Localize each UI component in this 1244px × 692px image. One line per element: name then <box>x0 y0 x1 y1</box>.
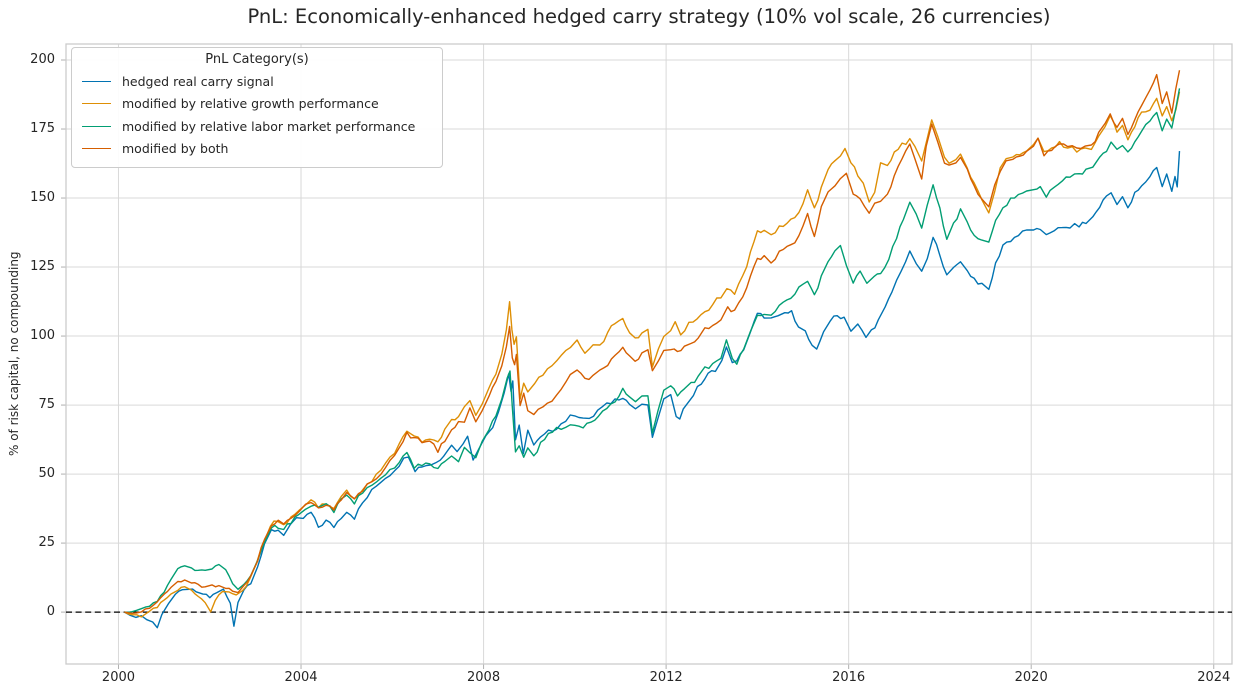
y-tick-label: 50 <box>38 466 55 482</box>
legend-label: modified by relative growth performance <box>122 96 379 112</box>
legend: PnL Category(s) hedged real carry signal… <box>71 47 443 168</box>
legend-item: hedged real carry signal <box>82 70 432 93</box>
x-tick-label: 2004 <box>284 670 318 685</box>
x-tick-label: 2012 <box>649 670 683 685</box>
legend-swatch-hedged-real-carry-signal <box>82 80 111 82</box>
y-tick-label: 25 <box>38 535 55 551</box>
legend-swatch-modified-by-relative-growth-performance <box>82 103 111 105</box>
legend-swatch-modified-by-both <box>82 148 111 150</box>
y-tick-label: 100 <box>30 328 55 344</box>
legend-label: modified by both <box>122 141 229 157</box>
y-tick-label: 175 <box>30 121 55 137</box>
x-tick-label: 2000 <box>101 670 136 685</box>
y-tick-label: 150 <box>30 190 55 206</box>
series-line-modified-by-relative-labor-market-performance <box>124 88 1181 613</box>
legend-swatch-modified-by-relative-labor-market-performance <box>82 125 111 127</box>
plot-border <box>65 43 1233 665</box>
legend-item: modified by relative growth performance <box>82 93 432 116</box>
legend-label: hedged real carry signal <box>122 73 274 89</box>
legend-item: modified by both <box>82 138 432 161</box>
x-tick-label: 2008 <box>467 670 501 685</box>
x-tick-label: 2024 <box>1197 670 1231 685</box>
legend-title: PnL Category(s) <box>205 52 309 67</box>
series-line-hedged-real-carry-signal <box>124 151 1181 629</box>
x-tick-label: 2016 <box>832 670 866 685</box>
series-line-modified-by-both <box>124 70 1181 614</box>
y-tick-label: 0 <box>46 604 55 620</box>
y-tick-label: 200 <box>30 52 55 67</box>
legend-label: modified by relative labor market perfor… <box>122 118 416 134</box>
chart-title: PnL: Economically-enhanced hedged carry … <box>247 5 1051 28</box>
y-tick-label: 125 <box>30 259 55 275</box>
x-tick-label: 2020 <box>1014 670 1048 685</box>
series-line-modified-by-relative-growth-performance <box>124 91 1181 618</box>
y-tick-label: 75 <box>38 397 55 413</box>
legend-items: hedged real carry signal modified by rela… <box>82 70 432 160</box>
legend-item: modified by relative labor market perfor… <box>82 115 432 138</box>
